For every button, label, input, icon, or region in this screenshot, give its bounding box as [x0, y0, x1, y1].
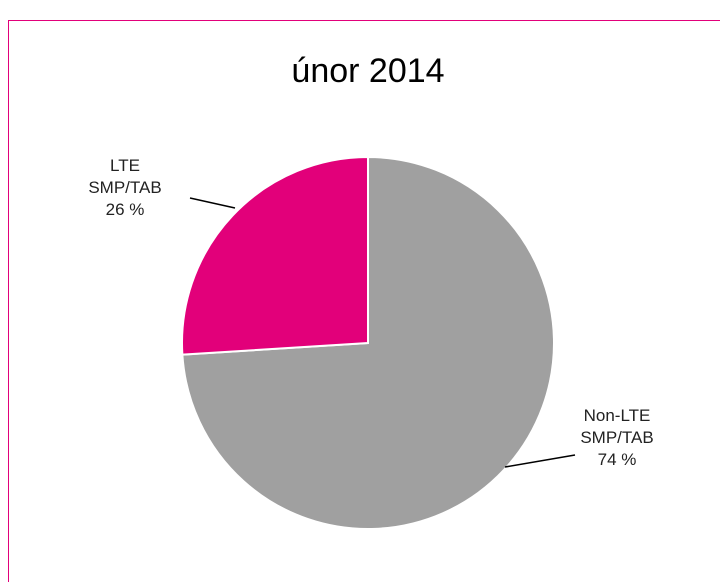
chart-title: únor 2014: [291, 52, 445, 90]
leader-line: [189, 197, 236, 209]
leader-line: [504, 454, 576, 468]
category-label: Non-LTE SMP/TAB: [580, 406, 654, 447]
slice-label: LTE SMP/TAB 26 %: [80, 155, 170, 221]
pie-slice: [181, 155, 369, 356]
value-label: 26 %: [105, 200, 145, 219]
slice-label: Non-LTE SMP/TAB 74 %: [572, 405, 662, 471]
category-label: LTE SMP/TAB: [88, 156, 162, 197]
value-label: 74 %: [597, 450, 637, 469]
chart-frame: [8, 20, 720, 582]
